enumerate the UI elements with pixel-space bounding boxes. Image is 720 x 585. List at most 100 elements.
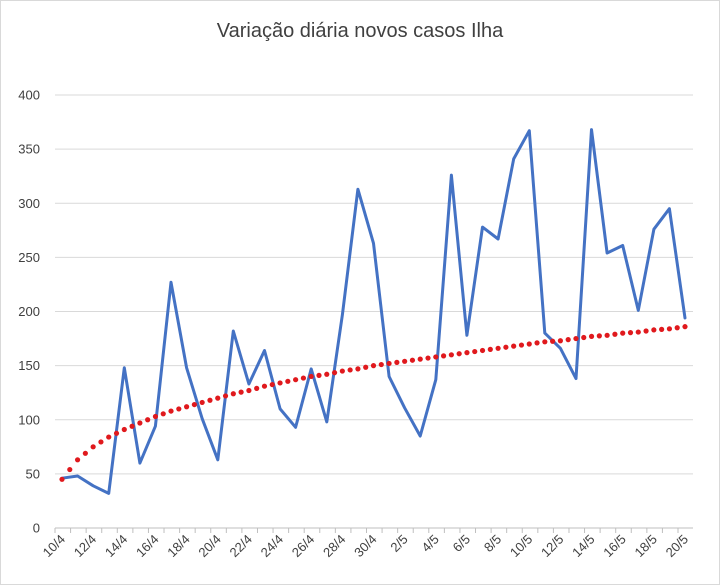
- trendline-point: [137, 420, 143, 426]
- trendline-point: [573, 335, 579, 342]
- trendline-point: [526, 341, 532, 347]
- trendline-point: [199, 399, 205, 406]
- trendline-point: [324, 371, 330, 377]
- trendline-point: [145, 417, 151, 423]
- trendline-point: [129, 423, 135, 429]
- trendline-point: [90, 444, 96, 450]
- trendline-point: [635, 329, 641, 335]
- trendline-point: [448, 352, 454, 358]
- x-tick-label: 10/5: [507, 532, 536, 561]
- trendline-point: [511, 343, 517, 349]
- trendline-point: [503, 344, 509, 350]
- trendline-point: [557, 338, 564, 344]
- trendline-point: [347, 367, 353, 373]
- y-tick-label-0: 0: [33, 521, 40, 536]
- trendline-point: [184, 404, 190, 410]
- x-tick-label: 24/4: [258, 532, 287, 561]
- trendline-point: [565, 337, 571, 343]
- y-axis-tick-labels: 0 50 100 150 200 250 300 350 400: [18, 88, 40, 536]
- y-tick-label-200: 200: [18, 304, 40, 319]
- trendline-point: [308, 373, 314, 380]
- trendline-point: [222, 393, 229, 399]
- trendline-point: [339, 368, 345, 374]
- trendline-point: [666, 326, 673, 332]
- trendline-point: [386, 360, 392, 367]
- trendline-point: [230, 391, 236, 397]
- x-tick-label: 18/4: [164, 532, 193, 561]
- trendline-point: [534, 340, 540, 346]
- trendline-point: [440, 353, 447, 359]
- trendline-point: [487, 346, 493, 352]
- trendline-point: [207, 397, 213, 403]
- trendline-point: [588, 333, 595, 339]
- y-tick-label-100: 100: [18, 412, 40, 427]
- series-line-cases: [60, 128, 687, 495]
- trendline-point: [331, 370, 338, 376]
- trendline-point: [659, 326, 665, 332]
- x-tick-label: 14/5: [569, 532, 598, 561]
- trendline-point: [464, 350, 470, 356]
- series-group: [59, 128, 688, 495]
- trendline-point: [121, 426, 127, 433]
- trendline-point: [542, 339, 548, 345]
- y-tick-label-400: 400: [18, 88, 40, 103]
- chart-title: Variação diária novos casos Ilha: [216, 20, 504, 42]
- x-tick-label: 30/4: [351, 532, 380, 561]
- trendline-point: [409, 357, 416, 363]
- x-tick-label: 20/5: [663, 532, 692, 561]
- trendline-point: [254, 385, 260, 391]
- trendline-point: [269, 381, 275, 388]
- trendline-point: [433, 354, 439, 360]
- trendline-point: [612, 331, 618, 337]
- x-tick-label: 12/4: [71, 532, 100, 561]
- trendline-point: [59, 476, 65, 482]
- x-tick-label: 14/4: [102, 532, 131, 561]
- x-tick-label: 22/4: [227, 532, 256, 561]
- trendline-point: [643, 328, 649, 334]
- trendline-point: [417, 356, 423, 362]
- trendline-point: [191, 401, 197, 408]
- trendline-point: [370, 363, 377, 369]
- trendline-point: [604, 332, 610, 338]
- trendline-point: [596, 333, 602, 339]
- x-tick-label: 20/4: [195, 532, 224, 561]
- trendline-point: [472, 348, 478, 355]
- trendline-point: [238, 389, 244, 395]
- y-tick-label-50: 50: [26, 466, 40, 481]
- trendline-point: [620, 330, 626, 336]
- trendline-point: [152, 413, 159, 420]
- trendline-point: [518, 342, 525, 348]
- trendline-point: [456, 351, 462, 357]
- trendline-point: [246, 387, 252, 394]
- x-tick-label: 18/5: [631, 532, 660, 561]
- trendline-point: [277, 380, 283, 386]
- trendline-point: [106, 434, 112, 440]
- trendline-point: [378, 361, 384, 368]
- trendline-point: [67, 466, 73, 473]
- trendline-point: [285, 378, 291, 384]
- x-axis-tick-labels: 10/4 12/4 14/4 16/4 18/4 20/4 22/4 24/4 26/4 28/4…: [40, 532, 692, 561]
- trendline-point: [113, 430, 120, 436]
- trendline-point: [394, 359, 400, 365]
- x-tick-label: 28/4: [320, 532, 349, 561]
- trendline-point: [363, 364, 369, 370]
- x-tick-label: 6/5: [450, 532, 473, 555]
- trendline-point: [479, 347, 486, 354]
- trendline-point: [98, 439, 104, 445]
- x-tick-label: 4/5: [419, 532, 442, 555]
- x-tick-label: 8/5: [481, 532, 504, 555]
- x-tick-label: 16/5: [600, 532, 629, 561]
- trendline-point: [215, 395, 221, 401]
- trendline-point: [651, 327, 657, 333]
- trendline-point: [74, 457, 81, 463]
- x-tick-label: 26/4: [289, 532, 318, 561]
- x-tick-label: 2/5: [387, 532, 410, 555]
- gridlines: [55, 94, 693, 475]
- trendline-point: [402, 358, 408, 364]
- trendline-point: [495, 345, 501, 351]
- x-axis: [54, 527, 693, 533]
- trendline-point: [316, 372, 322, 378]
- x-tick-label: 12/5: [538, 532, 567, 561]
